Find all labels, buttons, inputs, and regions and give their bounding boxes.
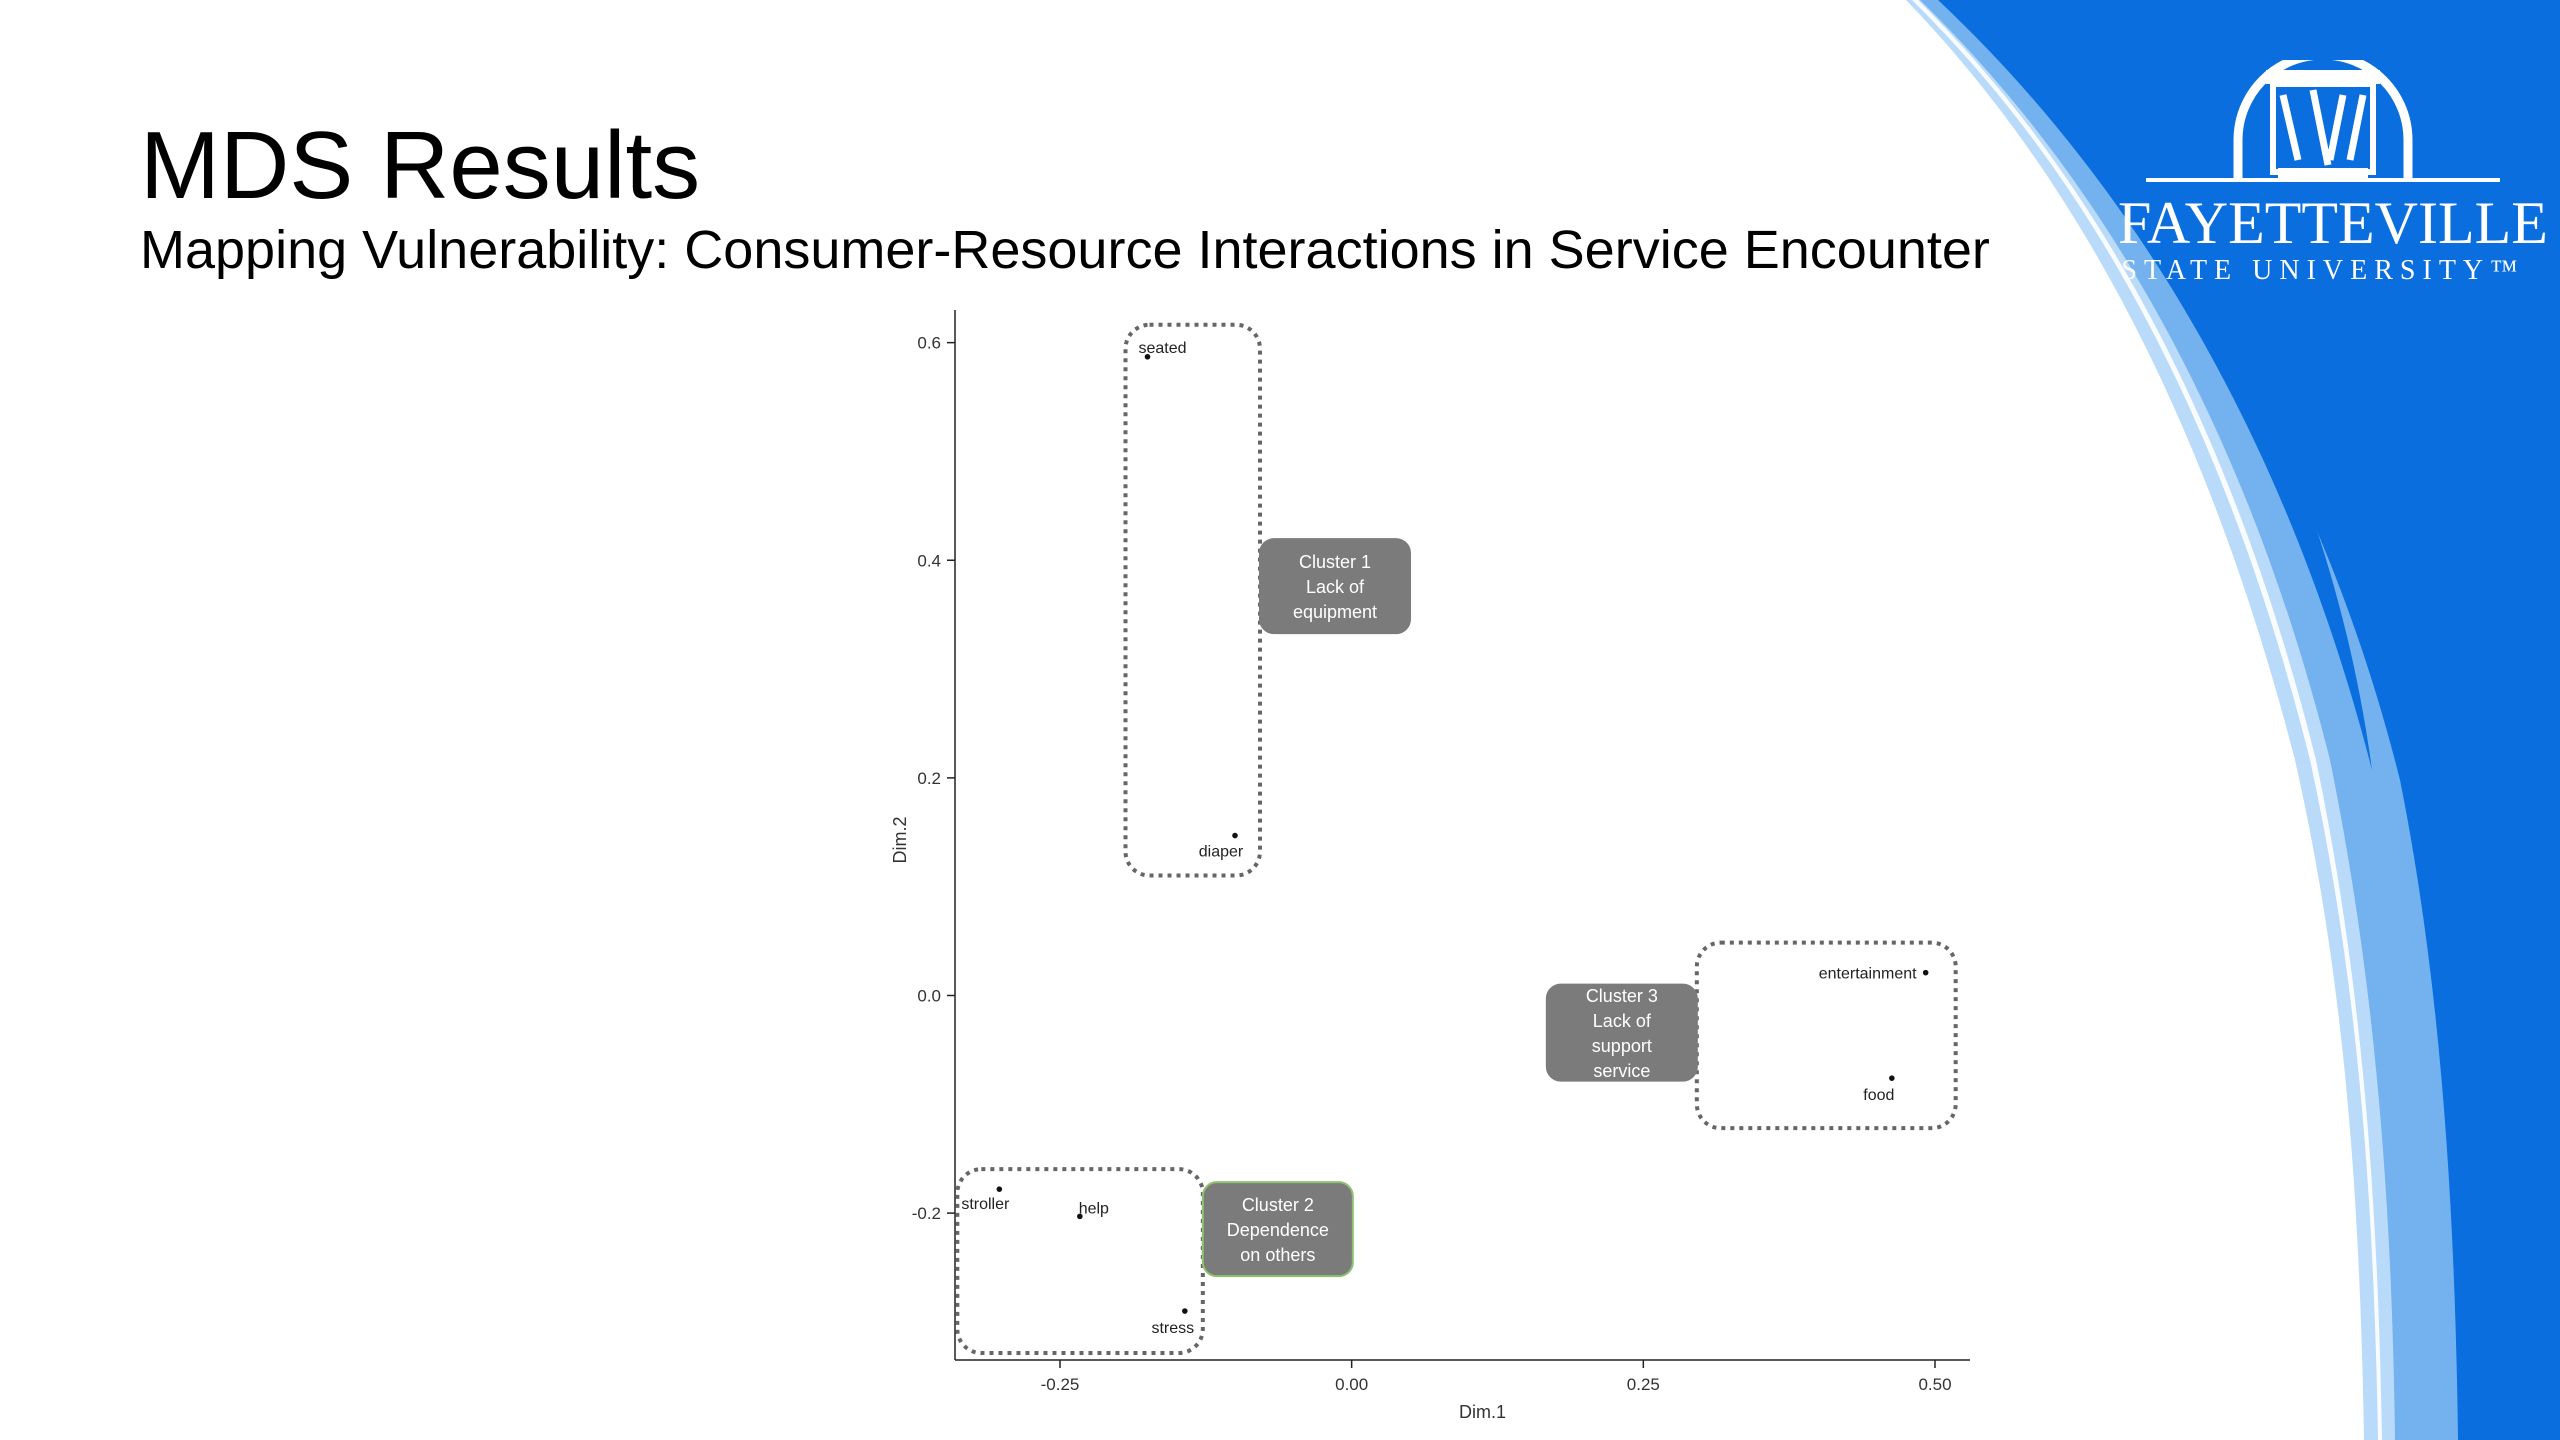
x-tick-label: 0.00 — [1335, 1375, 1368, 1394]
data-point — [1889, 1075, 1895, 1081]
point-label: stress — [1151, 1320, 1194, 1337]
point-label: food — [1863, 1087, 1894, 1104]
cluster-3-label-text: support — [1592, 1036, 1652, 1056]
data-point — [996, 1186, 1003, 1192]
cluster-2-label-text: on others — [1240, 1245, 1315, 1265]
cluster-2-label-text: Dependence — [1227, 1220, 1329, 1240]
cluster-1-label-text: Lack of — [1306, 577, 1365, 597]
y-tick-label: 0.6 — [917, 334, 941, 353]
cluster-1-outline — [1123, 322, 1262, 878]
cluster-3-label-text: Cluster 3 — [1586, 986, 1658, 1006]
university-seal-icon — [2146, 60, 2500, 182]
data-point — [1232, 832, 1238, 839]
cluster-1-label-text: Cluster 1 — [1299, 552, 1371, 572]
point-label: stroller — [961, 1196, 1010, 1213]
point-label: entertainment — [1819, 966, 1917, 983]
data-point — [1144, 353, 1151, 360]
y-tick-label: -0.2 — [912, 1204, 941, 1223]
data-point — [1182, 1308, 1188, 1314]
point-label: diaper — [1199, 844, 1244, 861]
slide-title: MDS Results — [140, 112, 701, 219]
y-axis-title: Dim.2 — [890, 816, 910, 863]
cluster-2-outline — [955, 1167, 1205, 1356]
cluster-3-label-box — [1545, 983, 1698, 1082]
cluster-3-label-text: service — [1593, 1061, 1650, 1081]
y-tick-label: 0.0 — [917, 986, 941, 1005]
x-axis-title: Dim.1 — [1459, 1402, 1506, 1420]
data-point — [1922, 969, 1929, 976]
university-logo: FAYETTEVILLE STATE UNIVERSITY™ — [2118, 60, 2548, 290]
cluster-3-label-text: Lack of — [1593, 1011, 1652, 1031]
y-tick-label: 0.2 — [917, 769, 941, 788]
x-tick-label: 0.25 — [1627, 1375, 1660, 1394]
y-tick-label: 0.4 — [917, 551, 941, 570]
logo-subtitle: STATE UNIVERSITY™ — [2121, 255, 2525, 286]
logo-wordmark: FAYETTEVILLE — [2118, 190, 2548, 256]
x-tick-label: 0.50 — [1918, 1375, 1951, 1394]
point-label: seated — [1138, 340, 1186, 357]
slide-subtitle: Mapping Vulnerability: Consumer-Resource… — [140, 220, 1990, 280]
mds-scatter-chart: -0.2 0.0 0.2 0.4 0.6 -0.25 0.00 0.25 0.50 Dim.1 Di… — [890, 310, 1970, 1420]
x-tick-label: -0.25 — [1041, 1375, 1080, 1394]
cluster-1-label-box — [1259, 538, 1411, 635]
cluster-1-label-text: equipment — [1293, 602, 1377, 622]
cluster-2-label-text: Cluster 2 — [1242, 1195, 1314, 1215]
cluster-2-label-box — [1201, 1181, 1354, 1278]
point-label: help — [1079, 1200, 1109, 1217]
swoosh-main-blue — [1945, 0, 2560, 1440]
data-point — [1077, 1213, 1083, 1220]
